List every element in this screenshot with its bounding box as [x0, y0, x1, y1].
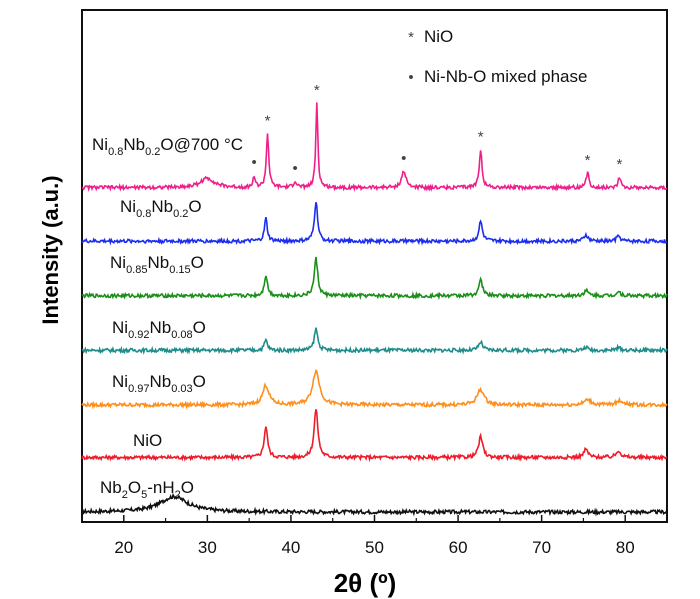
- legend: * NiO • Ni-Nb-O mixed phase: [408, 27, 587, 86]
- series-labels: Nb2O5-nH2O NiO Ni0.97Nb0.03O Ni0.92Nb0.08O N…: [92, 135, 243, 501]
- series-label: Ni0.85Nb0.15O: [110, 253, 204, 276]
- series-line-Ni0.97Nb0.03O: [81, 368, 668, 410]
- legend-label: Ni-Nb-O mixed phase: [424, 67, 587, 86]
- series-layer: [81, 102, 668, 517]
- x-tick-label: 40: [281, 538, 300, 557]
- series-line-Nb2O5-nH2O: [81, 492, 668, 517]
- series-line-Ni0.92Nb0.08O: [81, 327, 668, 356]
- mixed-phase-peak-marker: •: [401, 150, 406, 167]
- series-label: Ni0.92Nb0.08O: [112, 318, 206, 341]
- legend-symbol: *: [408, 29, 414, 46]
- mixed-phase-peak-marker: •: [292, 160, 297, 177]
- x-tick-label: 70: [532, 538, 551, 557]
- nio-peak-marker: *: [478, 128, 484, 145]
- nio-peak-marker: *: [616, 156, 622, 173]
- legend-label: NiO: [424, 27, 453, 46]
- series-label: Nb2O5-nH2O: [100, 478, 194, 501]
- series-line-Ni0.8Nb0.2O@700 °C: [81, 102, 668, 193]
- x-tick-label: 60: [449, 538, 468, 557]
- nio-peak-marker: *: [585, 152, 591, 169]
- series-label: NiO: [133, 431, 162, 450]
- series-label: Ni0.8Nb0.2O@700 °C: [92, 135, 243, 158]
- series-line-Ni0.8Nb0.2O: [81, 202, 668, 246]
- series-line-Ni0.85Nb0.15O: [81, 256, 668, 301]
- series-line-NiO: [81, 409, 668, 463]
- legend-symbol: •: [408, 69, 413, 86]
- mixed-phase-peak-marker: •: [252, 154, 257, 171]
- series-label: Ni0.8Nb0.2O: [120, 197, 202, 220]
- x-tick-label: 30: [198, 538, 217, 557]
- x-axis-title: 2θ (º): [334, 568, 397, 598]
- x-tick-label: 50: [365, 538, 384, 557]
- x-ticks: 20 30 40 50 60 70 80: [81, 515, 668, 557]
- nio-peak-marker: *: [314, 82, 320, 99]
- peak-annotations: • * • * • * * *: [252, 82, 623, 177]
- x-tick-label: 80: [616, 538, 635, 557]
- nio-peak-marker: *: [265, 113, 271, 130]
- x-tick-label: 20: [114, 538, 133, 557]
- y-axis-title: Intensity (a.u.): [38, 175, 63, 324]
- series-label: Ni0.97Nb0.03O: [112, 372, 206, 395]
